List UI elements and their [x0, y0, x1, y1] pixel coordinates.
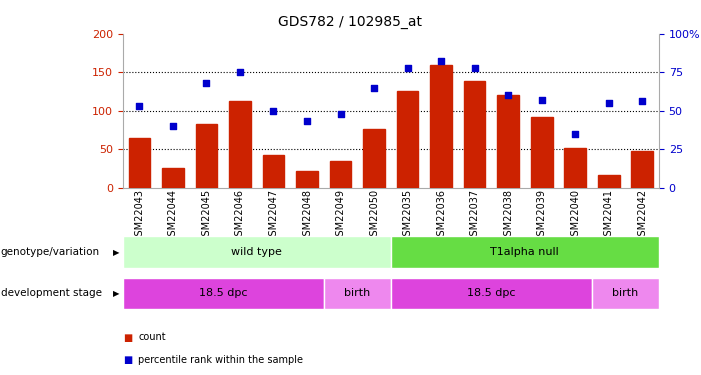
- Bar: [531, 117, 552, 188]
- Text: birth: birth: [344, 288, 370, 298]
- Text: wild type: wild type: [231, 247, 283, 257]
- Text: GDS782 / 102985_at: GDS782 / 102985_at: [278, 15, 423, 29]
- Bar: [128, 138, 150, 188]
- Point: [469, 64, 480, 70]
- Point: [402, 64, 413, 70]
- Text: percentile rank within the sample: percentile rank within the sample: [138, 355, 303, 365]
- Bar: [397, 92, 418, 188]
- Point: [569, 131, 580, 137]
- Point: [435, 58, 447, 64]
- Text: ■: ■: [123, 355, 132, 365]
- Bar: [324, 278, 391, 309]
- Bar: [123, 278, 324, 309]
- Point: [301, 118, 313, 124]
- Point: [536, 97, 547, 103]
- Text: birth: birth: [612, 288, 639, 298]
- Bar: [430, 64, 452, 188]
- Bar: [598, 175, 620, 188]
- Bar: [632, 151, 653, 188]
- Bar: [391, 278, 592, 309]
- Bar: [263, 155, 285, 188]
- Point: [268, 108, 279, 114]
- Point: [369, 85, 380, 91]
- Bar: [592, 278, 659, 309]
- Point: [335, 111, 346, 117]
- Bar: [463, 81, 486, 188]
- Bar: [196, 124, 217, 188]
- Text: 18.5 dpc: 18.5 dpc: [467, 288, 516, 298]
- Text: ▶: ▶: [113, 289, 119, 298]
- Bar: [329, 161, 351, 188]
- Point: [637, 98, 648, 104]
- Point: [168, 123, 179, 129]
- Text: count: count: [138, 333, 165, 342]
- Point: [603, 100, 614, 106]
- Bar: [296, 171, 318, 188]
- Bar: [363, 129, 385, 188]
- Text: T1alpha null: T1alpha null: [491, 247, 559, 257]
- Text: genotype/variation: genotype/variation: [1, 247, 100, 257]
- Bar: [391, 236, 659, 268]
- Bar: [162, 168, 184, 188]
- Bar: [564, 148, 586, 188]
- Bar: [123, 236, 391, 268]
- Text: development stage: development stage: [1, 288, 102, 298]
- Text: ▶: ▶: [113, 248, 119, 257]
- Point: [234, 69, 245, 75]
- Point: [134, 103, 145, 109]
- Text: ■: ■: [123, 333, 132, 342]
- Bar: [497, 95, 519, 188]
- Point: [503, 92, 514, 98]
- Point: [201, 80, 212, 86]
- Text: 18.5 dpc: 18.5 dpc: [199, 288, 247, 298]
- Bar: [229, 101, 251, 188]
